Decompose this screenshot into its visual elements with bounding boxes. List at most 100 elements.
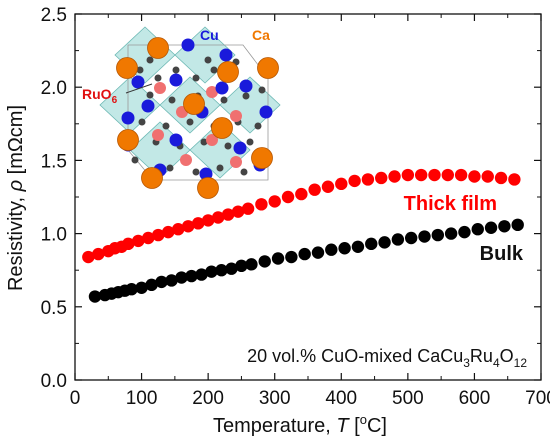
data-point: [171, 223, 185, 236]
data-point: [458, 225, 471, 239]
data-point: [365, 237, 378, 251]
annotation-sub-12: 12: [514, 356, 528, 370]
cu-atom: [233, 141, 247, 155]
data-point: [258, 255, 271, 268]
cu-atom: [259, 105, 273, 119]
x-axis-title: Temperature, T [oC]: [213, 412, 387, 437]
series-label-bulk: Bulk: [480, 243, 524, 265]
oxygen-atom: [146, 56, 154, 64]
inset-label-ca: Ca: [252, 27, 270, 43]
ru-atom: [180, 154, 192, 166]
cu-atom: [181, 38, 195, 52]
data-point: [454, 168, 468, 182]
inset-label-cu: Cu: [200, 27, 219, 43]
data-point: [361, 173, 375, 186]
data-point: [298, 247, 311, 261]
data-point: [271, 252, 285, 265]
cu-atom: [219, 48, 233, 62]
ca-atom: [251, 147, 273, 169]
data-point: [255, 198, 268, 211]
data-point: [401, 168, 415, 182]
oxygen-atom: [154, 74, 162, 82]
data-point: [82, 250, 95, 264]
y-axis-title: Resistivity, ρ [mΩcm]: [5, 105, 27, 291]
y-axis-title-var: ρ: [5, 180, 27, 192]
data-point: [245, 258, 258, 271]
oxygen-atom: [210, 66, 218, 74]
data-point: [241, 202, 255, 215]
data-point: [484, 221, 498, 234]
oxygen-atom: [254, 122, 262, 130]
x-axis-title-open: [: [349, 415, 361, 437]
data-point: [378, 236, 391, 249]
data-point: [191, 217, 205, 230]
x-axis-title-close: C]: [367, 415, 387, 437]
data-point: [152, 228, 165, 242]
y-tick-label: 2.5: [41, 5, 67, 26]
oxygen-atom: [204, 56, 212, 64]
oxygen-atom: [192, 74, 200, 82]
data-point: [195, 268, 208, 281]
oxygen-atom: [240, 168, 248, 176]
series-thick-film: [82, 168, 521, 264]
data-point: [268, 195, 281, 208]
inset-label-ruo6-sub: 6: [112, 95, 118, 106]
oxygen-atom: [200, 138, 208, 146]
y-tick-label: 1.0: [41, 225, 67, 246]
oxygen-atom: [136, 66, 144, 74]
annotation-pre: 20 vol.% CuO-mixed CaCu: [247, 346, 463, 366]
ru-atom: [206, 86, 218, 98]
oxygen-atom: [192, 168, 200, 176]
oxygen-atom: [166, 164, 174, 172]
cu-atom: [141, 99, 155, 113]
data-point: [391, 233, 405, 246]
data-point: [388, 170, 401, 183]
data-point: [155, 275, 168, 289]
data-point: [325, 243, 338, 256]
data-point: [135, 281, 148, 294]
data-point: [201, 214, 215, 227]
data-point: [281, 190, 295, 204]
data-point: [511, 218, 524, 232]
x-axis-title-var: T: [336, 415, 350, 437]
oxygen-atom: [216, 164, 224, 172]
y-tick-labels: 0.0 0.5 1.0 1.5 2.0 2.5: [41, 5, 67, 392]
ca-atom: [147, 37, 169, 59]
series-bulk: [88, 218, 524, 303]
data-point: [165, 274, 178, 287]
annotation-o: O: [500, 346, 514, 366]
annotation-sub-3: 3: [463, 356, 470, 370]
data-point: [311, 246, 325, 259]
ca-atom: [211, 117, 233, 139]
data-point: [444, 227, 458, 240]
data-point: [431, 228, 445, 242]
cu-atom: [169, 133, 183, 147]
data-point: [225, 262, 238, 275]
x-tick-label: 400: [325, 388, 357, 409]
oxygen-atom: [172, 66, 180, 74]
annotation-ru: Ru: [470, 346, 493, 366]
data-point: [231, 205, 245, 218]
data-point: [221, 208, 235, 221]
annotation-sub-4: 4: [493, 356, 500, 370]
x-tick-label: 300: [259, 388, 291, 409]
data-point: [175, 271, 188, 284]
oxygen-atom: [224, 142, 232, 150]
data-point: [428, 168, 441, 182]
data-point: [481, 170, 494, 183]
x-axis-title-sup: o: [360, 412, 367, 427]
data-point: [471, 223, 484, 236]
data-point: [418, 230, 431, 243]
inset-leader-line: [125, 83, 153, 94]
ru-atom: [230, 156, 242, 168]
ru-atom: [152, 129, 164, 141]
inset-label-ruo6: RuO6: [82, 86, 118, 106]
oxygen-atom: [146, 91, 154, 99]
x-tick-label: 200: [192, 388, 224, 409]
ca-atom: [117, 129, 139, 151]
ru-atom: [230, 110, 242, 122]
x-tick-label: 700: [525, 388, 550, 409]
cu-atom: [239, 79, 253, 93]
data-point: [498, 220, 511, 233]
data-point: [335, 177, 348, 191]
